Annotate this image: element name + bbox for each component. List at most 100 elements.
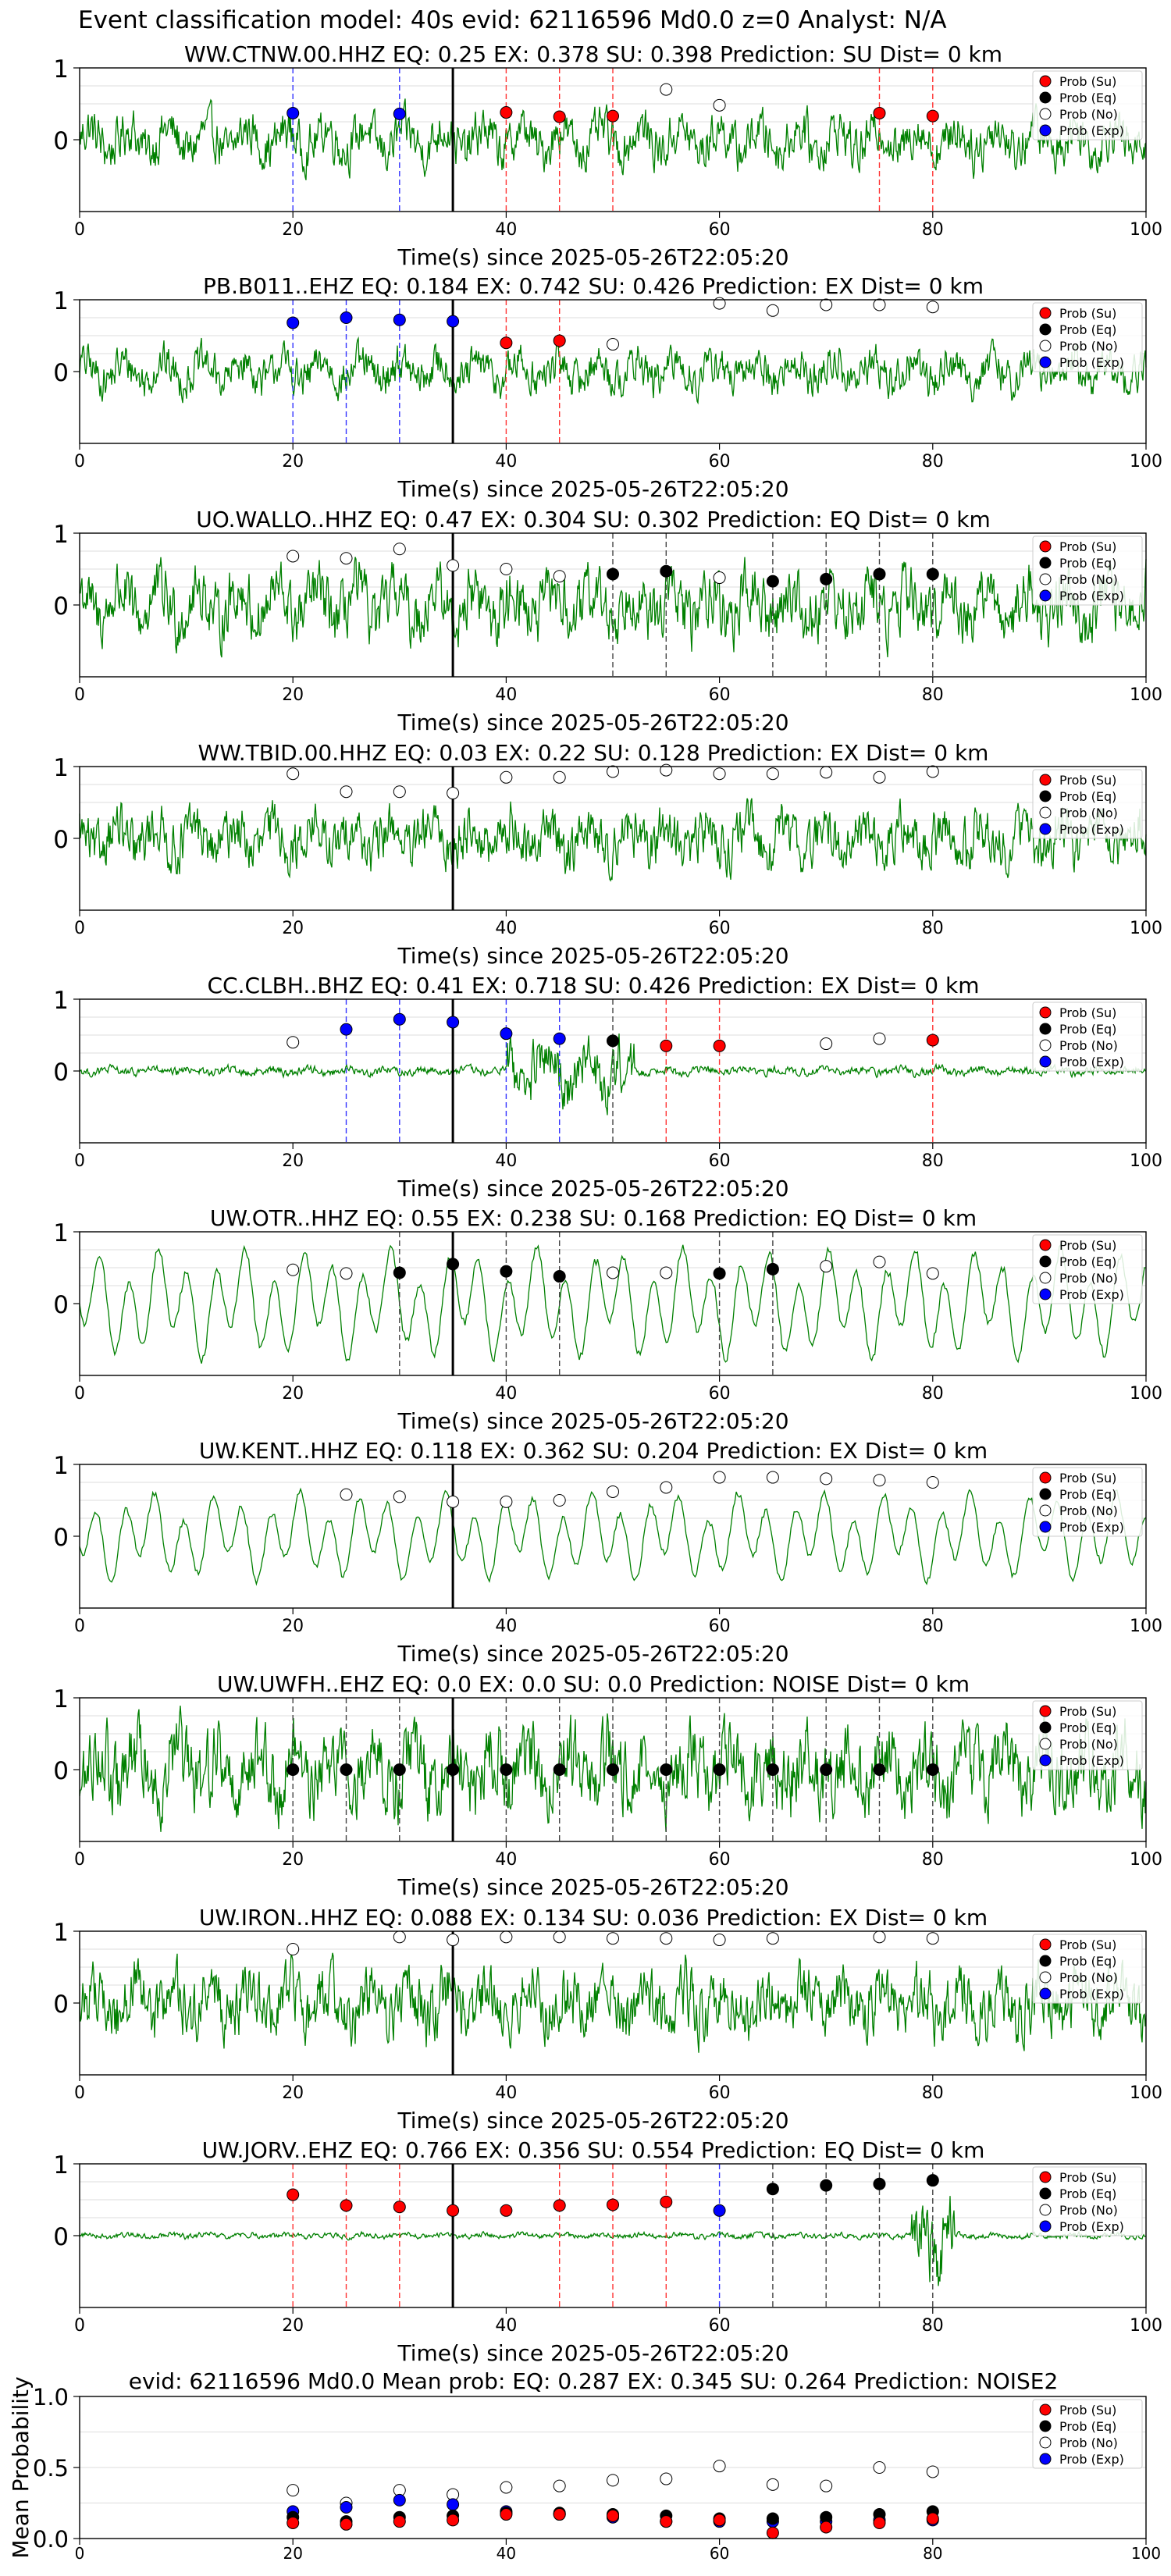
legend-marker-eq: [1039, 1955, 1052, 1967]
legend-marker-no: [1039, 1971, 1052, 1984]
legend-marker-su: [1039, 1006, 1052, 1019]
figure-title: Event classification model: 40s evid: 62…: [78, 6, 947, 34]
x-tick-label: 80: [922, 1617, 944, 1636]
legend-label-eq: Prob (Eq): [1059, 789, 1116, 804]
legend: Prob (Su)Prob (Eq)Prob (No)Prob (Exp): [1032, 302, 1143, 372]
x-tick-label: 60: [709, 1151, 731, 1171]
y-tick-label: 0: [53, 1059, 69, 1087]
mean-marker-no: [926, 2465, 939, 2478]
prob-marker-su: [660, 2195, 673, 2208]
legend-marker-eq: [1039, 2420, 1052, 2432]
x-tick-label: 0: [74, 1151, 85, 1171]
x-tick-label: 40: [495, 919, 517, 938]
prob-marker-exp: [447, 1016, 460, 1029]
legend-label-exp: Prob (Exp): [1059, 355, 1124, 370]
x-axis-label: Time(s) since 2025-05-26T22:05:20: [397, 943, 788, 969]
prob-marker-eq: [340, 1763, 353, 1776]
prob-marker-eq: [926, 1763, 939, 1776]
mean-marker-su: [393, 2515, 406, 2528]
legend-label-eq: Prob (Eq): [1059, 2186, 1116, 2201]
prob-marker-eq: [607, 1034, 619, 1048]
y-tick-label: 1: [53, 287, 69, 315]
legend-marker-no: [1039, 1272, 1052, 1284]
prob-marker-eq: [607, 568, 619, 581]
prob-marker-eq: [873, 568, 886, 581]
y-axis-label: Mean Probability: [8, 2376, 34, 2558]
legend-marker-exp: [1039, 1754, 1052, 1767]
legend-label-no: Prob (No): [1059, 2203, 1118, 2218]
prob-marker-su: [287, 2188, 300, 2201]
prob-marker-su: [553, 2199, 566, 2212]
legend-label-exp: Prob (Exp): [1059, 2219, 1124, 2234]
x-tick-label: 0: [74, 1617, 85, 1636]
prob-marker-eq: [660, 564, 673, 578]
x-tick-label: 80: [922, 452, 944, 471]
legend-marker-exp: [1039, 124, 1052, 137]
subplot-title: WW.TBID.00.HHZ EQ: 0.03 EX: 0.22 SU: 0.1…: [198, 740, 989, 766]
prob-marker-no: [447, 1495, 460, 1508]
prob-marker-no: [873, 1930, 886, 1944]
prob-marker-su: [607, 2198, 619, 2211]
mean-marker-no: [607, 2474, 619, 2487]
legend: Prob (Su)Prob (Eq)Prob (No)Prob (Exp): [1032, 1467, 1143, 1537]
prob-marker-su: [500, 336, 513, 350]
legend-label-su: Prob (Su): [1059, 74, 1116, 89]
legend: Prob (Su)Prob (Eq)Prob (No)Prob (Exp): [1032, 1934, 1143, 2004]
legend-marker-exp: [1039, 1055, 1052, 1068]
subplot-title: evid: 62116596 Md0.0 Mean prob: EQ: 0.28…: [129, 2368, 1059, 2394]
y-tick-label: 0.0: [33, 2526, 69, 2553]
mean-marker-exp: [393, 2493, 406, 2507]
waveform-trace: [79, 336, 1147, 405]
x-tick-label: 40: [495, 2083, 517, 2103]
prob-marker-eq: [766, 2183, 779, 2196]
x-tick-label: 80: [922, 2316, 944, 2336]
prob-marker-no: [926, 301, 939, 314]
mean-marker-no: [713, 2460, 726, 2473]
prob-marker-no: [340, 785, 353, 799]
mean-marker-su: [607, 2509, 619, 2522]
prob-marker-eq: [820, 2179, 833, 2192]
x-tick-label: 20: [282, 1384, 304, 1404]
legend: Prob (Su)Prob (Eq)Prob (No)Prob (Exp): [1032, 1700, 1143, 1770]
prob-marker-no: [926, 1267, 939, 1280]
legend-marker-exp: [1039, 1521, 1052, 1533]
prob-marker-eq: [447, 1763, 460, 1776]
x-tick-label: 40: [495, 452, 517, 471]
prob-marker-no: [393, 785, 406, 799]
x-tick-label: 20: [283, 2544, 302, 2563]
legend-marker-exp: [1039, 1288, 1052, 1300]
legend-marker-su: [1039, 2171, 1052, 2183]
legend-marker-eq: [1039, 1488, 1052, 1500]
legend: Prob (Su)Prob (Eq)Prob (No)Prob (Exp): [1032, 535, 1143, 606]
x-axis-label: Time(s) since 2025-05-26T22:05:20: [397, 1176, 788, 1201]
legend-marker-su: [1039, 774, 1052, 786]
prob-marker-eq: [873, 1763, 886, 1776]
prob-marker-exp: [393, 313, 406, 326]
x-tick-label: 100: [1130, 685, 1162, 705]
prob-marker-no: [820, 1472, 833, 1485]
legend-marker-no: [1039, 573, 1052, 585]
legend-label-su: Prob (Su): [1059, 2170, 1116, 2185]
x-tick-label: 80: [923, 2544, 942, 2563]
y-tick-label: 0: [53, 826, 69, 854]
x-tick-label: 20: [282, 2083, 304, 2103]
prob-marker-su: [340, 2199, 353, 2212]
legend-marker-eq: [1039, 2187, 1052, 2200]
y-tick-label: 1: [53, 1919, 69, 1947]
prob-marker-eq: [660, 1763, 673, 1776]
x-tick-label: 60: [709, 1850, 731, 1870]
mean-marker-su: [500, 2508, 513, 2521]
legend: Prob (Su)Prob (Eq)Prob (No)Prob (Exp): [1032, 769, 1143, 839]
prob-marker-no: [553, 1494, 566, 1507]
legend-label-exp: Prob (Exp): [1059, 2452, 1124, 2467]
prob-marker-no: [447, 787, 460, 800]
legend-label-exp: Prob (Exp): [1059, 589, 1124, 603]
x-tick-label: 100: [1131, 2544, 1161, 2563]
prob-marker-exp: [287, 106, 300, 119]
subplot-title: UW.IRON..HHZ EQ: 0.088 EX: 0.134 SU: 0.0…: [199, 1905, 988, 1930]
legend-frame: [1032, 2399, 1143, 2469]
x-axis-label: Time(s) since 2025-05-26T22:05:20: [397, 1408, 788, 1434]
legend-frame: [1032, 70, 1143, 141]
x-tick-label: 80: [922, 919, 944, 938]
y-tick-label: 0: [53, 1757, 69, 1785]
